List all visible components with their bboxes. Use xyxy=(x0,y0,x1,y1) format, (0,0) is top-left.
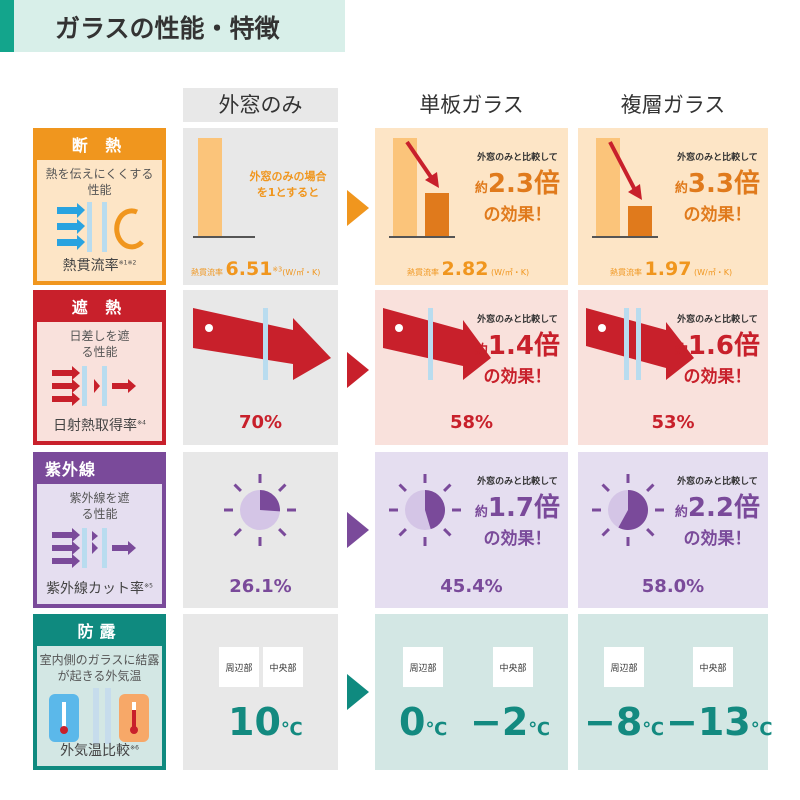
value-row: 熱貫流率 2.82 (W/㎡・K) xyxy=(407,258,530,280)
bar-axis xyxy=(592,236,658,238)
value-row: 熱貫流率 1.97 (W/㎡・K) xyxy=(610,258,733,280)
temperature-center: −13℃ xyxy=(666,700,773,744)
sun-ray xyxy=(233,483,242,492)
cell-uv-single: 外窓のみと比較して 約1.7倍 の効果！ 45.4% xyxy=(375,452,568,608)
effect-badge: 外窓のみと比較して 約2.3倍 の効果！ xyxy=(474,153,560,225)
uv-sun-pie-icon xyxy=(592,474,664,546)
sun-ray xyxy=(443,483,452,492)
label-foot: 紫外線カット率※5 xyxy=(46,581,153,597)
value: 26.1% xyxy=(229,576,292,597)
sun-ray xyxy=(278,528,287,537)
label-foot: 熱貫流率※1※2 xyxy=(62,258,137,274)
arrow-right-icon xyxy=(347,674,369,710)
uv-arrows-icon xyxy=(52,528,136,568)
cell-insulation-double: 外窓のみと比較して 約3.3倍 の効果！ 熱貫流率 1.97 (W/㎡・K) xyxy=(578,128,768,285)
sun-ray xyxy=(398,528,407,537)
column-header-double-glass: 複層ガラス xyxy=(620,93,726,117)
label-dew: 防露 室内側のガラスに結露が起きる外気温 外気温比較※6 xyxy=(33,614,166,770)
sunlight-arrow-icon xyxy=(193,308,331,380)
baseline-note: 外窓のみの場合を1とすると xyxy=(249,170,327,199)
cell-solar-single: 外窓のみと比較して 約1.4倍 の効果！ 58% xyxy=(375,290,568,445)
tag-center: 中央部 xyxy=(493,647,533,687)
cell-uv-double: 外窓のみと比較して 約2.2倍 の効果！ 58.0% xyxy=(578,452,768,608)
uv-cut-slice xyxy=(425,490,445,530)
label-desc: 紫外線を遮る性能 xyxy=(69,491,130,521)
cell-insulation-single: 外窓のみと比較して 約2.3倍 の効果！ 熱貫流率 2.82 (W/㎡・K) xyxy=(375,128,568,285)
bar-value xyxy=(628,206,652,236)
bar-axis xyxy=(389,236,455,238)
temperature-perimeter: −8℃ xyxy=(584,700,665,744)
sun-ray xyxy=(601,483,610,492)
effect-badge: 外窓のみと比較して 約3.3倍 の効果！ xyxy=(674,153,760,225)
label-uv: 紫外線 紫外線を遮る性能 紫外線カット率※5 xyxy=(33,452,166,608)
value: 58% xyxy=(449,412,494,433)
tag-perimeter: 周辺部 xyxy=(403,647,443,687)
label-foot: 日射熱取得率※4 xyxy=(53,418,146,434)
down-arrow-icon xyxy=(608,141,642,200)
cell-dew-outer: 周辺部 中央部 10℃ xyxy=(183,614,338,770)
label-head: 防露 xyxy=(37,618,162,646)
value-row: 熱貫流率 6.51※3(W/㎡・K) xyxy=(191,258,321,280)
temperature-center: −2℃ xyxy=(470,700,551,744)
cell-solar-double: 外窓のみと比較して 約1.6倍 の効果！ 53% xyxy=(578,290,768,445)
column-header-single-glass: 単板ガラス xyxy=(419,93,524,117)
sunlight-arrow-icon xyxy=(383,308,491,380)
temperature-perimeter: 0℃ xyxy=(399,700,448,744)
down-arrow-icon xyxy=(405,140,439,188)
label-desc: 熱を伝えにくくする性能 xyxy=(45,167,154,197)
cell-insulation-outer: 外窓のみの場合を1とすると 熱貫流率 6.51※3(W/㎡・K) xyxy=(183,128,338,285)
value: 45.4% xyxy=(440,576,503,597)
bar-baseline xyxy=(198,138,222,236)
value: 58.0% xyxy=(641,576,705,597)
value: 70% xyxy=(238,412,283,433)
sun-ray xyxy=(646,528,655,537)
tag-center: 中央部 xyxy=(693,647,733,687)
cell-dew-double: 周辺部 中央部 −8℃ −13℃ xyxy=(578,614,773,770)
arrow-right-icon xyxy=(347,190,369,226)
uv-sun-pie-icon xyxy=(389,474,461,546)
effect-badge: 外窓のみと比較して 約1.6倍 の効果！ xyxy=(674,315,760,387)
tag-perimeter: 周辺部 xyxy=(219,647,259,687)
tag-center: 中央部 xyxy=(263,647,303,687)
arrow-right-icon xyxy=(347,512,369,548)
label-head: 紫外線 xyxy=(37,456,162,484)
sun-ray xyxy=(646,483,655,492)
column-header-outer-window: 外窓のみ xyxy=(183,88,338,122)
label-desc: 日差しを遮る性能 xyxy=(69,329,130,359)
sunlight-arrow-icon xyxy=(586,308,694,380)
cell-dew-single: 周辺部 中央部 0℃ −2℃ xyxy=(375,614,568,770)
label-head: 遮 熱 xyxy=(37,294,162,322)
cell-uv-outer: 26.1% xyxy=(183,452,338,608)
sun-ray xyxy=(278,483,287,492)
bar-baseline xyxy=(393,138,417,236)
value: 53% xyxy=(651,412,695,433)
label-solar: 遮 熱 日差しを遮る性能 日射熱取得率※4 xyxy=(33,290,166,445)
bar-value xyxy=(425,193,449,236)
arrow-right-icon xyxy=(347,352,369,388)
cell-solar-outer: 70% xyxy=(183,290,338,445)
tag-perimeter: 周辺部 xyxy=(604,647,644,687)
sun-ray xyxy=(601,528,610,537)
title-bar xyxy=(0,0,345,52)
solar-arrows-icon xyxy=(52,366,136,406)
sun-ray xyxy=(233,528,242,537)
sun-ray xyxy=(398,483,407,492)
temperature: 10℃ xyxy=(228,700,303,744)
effect-badge: 外窓のみと比較して 約2.2倍 の効果！ xyxy=(674,477,760,549)
effect-badge: 外窓のみと比較して 約1.7倍 の効果！ xyxy=(474,477,560,549)
title-stripe xyxy=(0,0,14,52)
bar-axis xyxy=(193,236,255,238)
label-insulation: 断 熱 熱を伝えにくくする性能 熱貫流率※1※2 xyxy=(33,128,166,285)
page-title: ガラスの性能・特徴 xyxy=(55,14,280,43)
uv-cut-slice xyxy=(260,490,280,512)
effect-badge: 外窓のみと比較して 約1.4倍 の効果！ xyxy=(474,315,560,387)
uv-sun-pie-icon xyxy=(224,474,296,546)
label-desc: 室内側のガラスに結露が起きる外気温 xyxy=(39,653,160,683)
thermometer-icons xyxy=(49,688,149,744)
label-head: 断 熱 xyxy=(37,132,162,160)
heat-transfer-icon xyxy=(57,202,144,252)
label-foot: 外気温比較※6 xyxy=(60,743,139,759)
sun-ray xyxy=(443,528,452,537)
uv-cut-slice xyxy=(618,490,648,530)
